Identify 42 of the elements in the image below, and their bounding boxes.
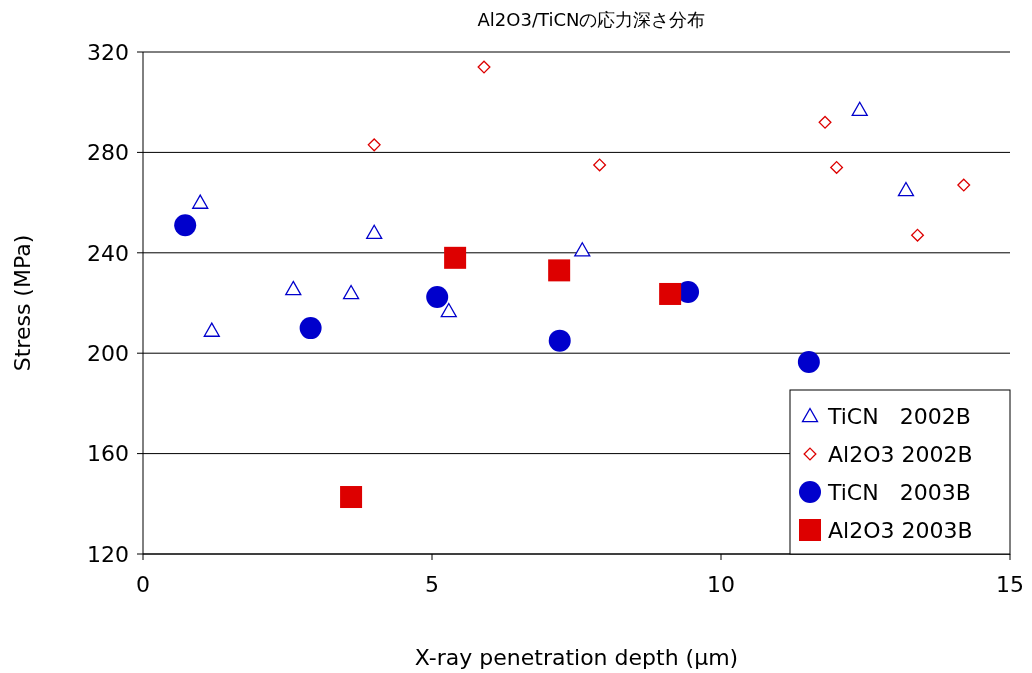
x-tick-label: 5: [425, 572, 439, 597]
point: [593, 158, 607, 172]
y-tick-label: 160: [87, 441, 129, 467]
point: [797, 350, 820, 373]
point: [548, 259, 571, 282]
point: [426, 285, 449, 308]
point: [957, 178, 971, 192]
y-axis-title: Stress (MPa): [10, 234, 35, 372]
point: [203, 322, 220, 337]
point: [440, 302, 457, 318]
legend-label: Al2O3 2003B: [828, 517, 973, 543]
point: [574, 242, 591, 257]
x-tick-label: 0: [136, 572, 150, 597]
legend-label: Al2O3 2002B: [828, 441, 973, 467]
point: [830, 160, 844, 174]
point: [192, 194, 209, 209]
chart-title: Al2O3/TiCNの応力深さ分布: [477, 9, 706, 30]
point: [174, 214, 197, 237]
point: [366, 224, 383, 239]
y-tick-label: 320: [87, 39, 129, 65]
x-tick-label: 15: [996, 572, 1024, 597]
legend-label: TiCN 2002B: [827, 403, 971, 429]
point: [477, 60, 491, 74]
point: [818, 115, 832, 129]
point: [897, 181, 915, 197]
point: [548, 329, 571, 352]
point: [851, 101, 868, 116]
point: [340, 486, 363, 509]
point: [342, 284, 360, 300]
y-tick-label: 280: [87, 140, 129, 166]
legend-label: TiCN 2003B: [827, 479, 971, 505]
x-tick-label: 10: [707, 572, 735, 597]
point: [659, 282, 682, 305]
y-tick-label: 200: [87, 340, 129, 366]
x-axis-title: X-ray penetration depth (μm): [414, 645, 739, 670]
y-tick-label: 240: [87, 240, 129, 266]
point: [911, 228, 925, 242]
point: [367, 138, 381, 152]
point: [444, 246, 467, 269]
y-tick-label: 120: [87, 541, 129, 567]
point: [299, 317, 322, 340]
point: [285, 280, 302, 296]
